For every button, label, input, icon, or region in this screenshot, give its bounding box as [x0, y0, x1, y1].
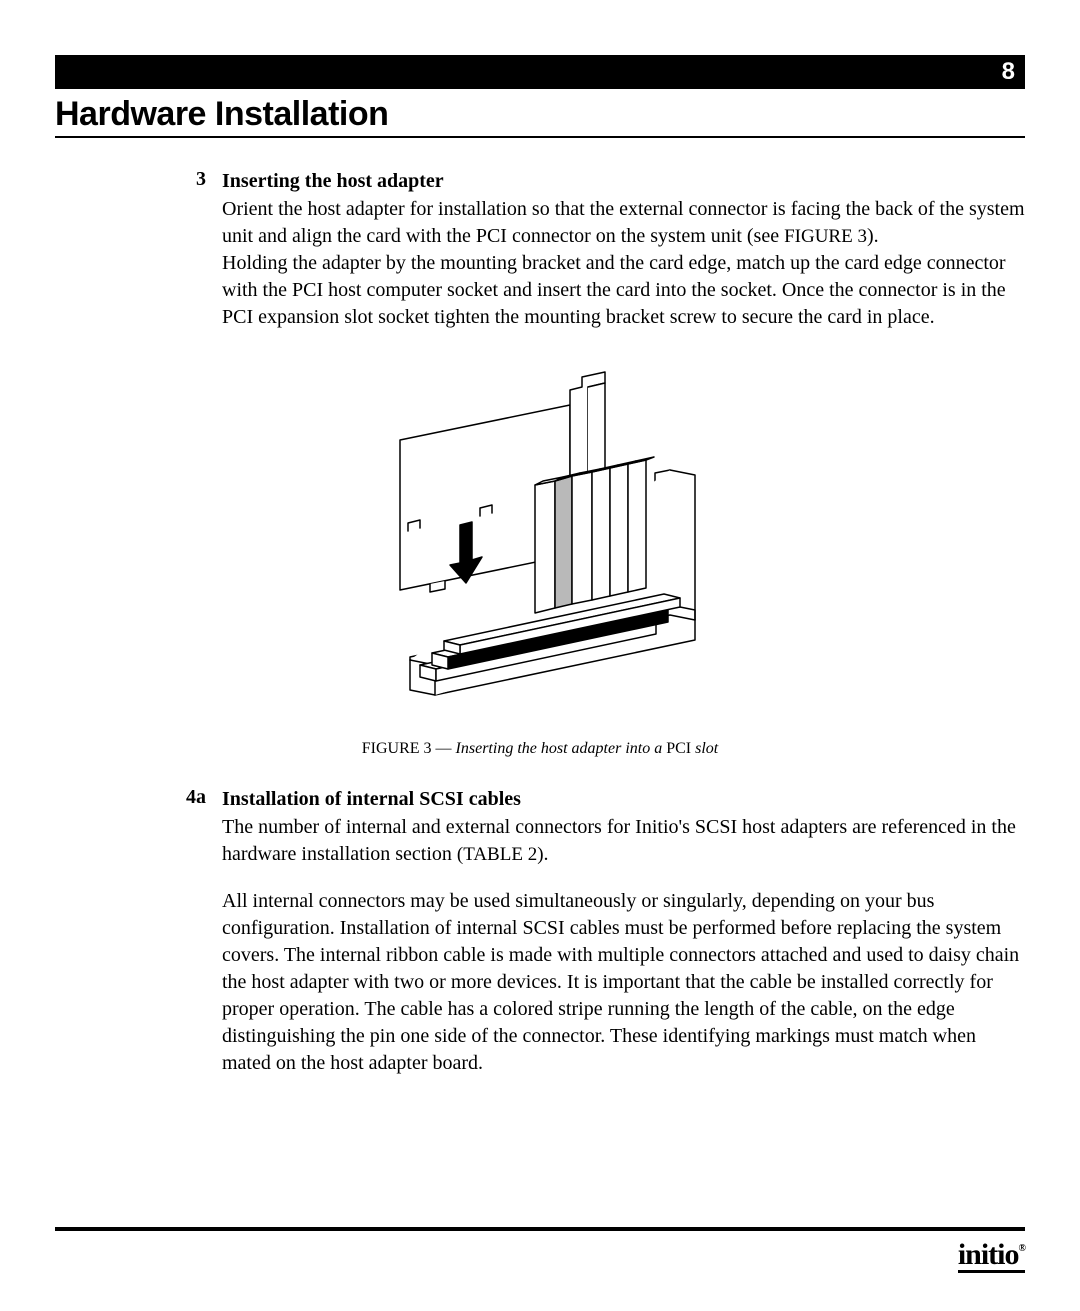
figure-title-b: slot [691, 740, 718, 757]
section-body-4a: Installation of internal SCSI cables The… [222, 786, 1025, 1077]
table-ref: (TABLE 2) [457, 844, 544, 865]
header-bar: 8 [55, 55, 1025, 89]
figure-3-diagram [360, 355, 720, 730]
figure-3: FIGURE 3 — Inserting the host adapter in… [55, 355, 1025, 758]
page-title: Hardware Installation [55, 95, 1025, 134]
text: ). [867, 225, 879, 247]
brand-text: initio [958, 1238, 1019, 1271]
footer-rule [55, 1227, 1025, 1231]
section-3: 3 Inserting the host adapter Orient the … [55, 168, 1025, 331]
section-heading-4a: Installation of internal SCSI cables [222, 786, 1025, 813]
registered-icon: ® [1019, 1243, 1025, 1254]
text: — [432, 740, 456, 757]
section-4a-p2: All internal connectors may be used simu… [222, 888, 1025, 1077]
section-number-3: 3 [55, 168, 222, 331]
figure-3-caption: FIGURE 3 — Inserting the host adapter in… [55, 740, 1025, 758]
section-4a: 4a Installation of internal SCSI cables … [55, 786, 1025, 1077]
spacer [222, 868, 1025, 888]
text: The number of internal and external conn… [222, 816, 1016, 865]
text: . [544, 843, 549, 865]
section-3-p2: Holding the adapter by the mounting brac… [222, 250, 1025, 331]
section-4a-p1: The number of internal and external conn… [222, 814, 1025, 868]
title-rule [55, 136, 1025, 138]
page-number: 8 [1002, 58, 1015, 86]
figure-title-a: Inserting the host adapter into a [456, 740, 667, 757]
section-body-3: Inserting the host adapter Orient the ho… [222, 168, 1025, 331]
text: Orient the host adapter for installation… [222, 198, 1025, 247]
figure-label: FIGURE 3 [362, 740, 432, 757]
section-heading-3: Inserting the host adapter [222, 168, 1025, 195]
section-number-4a: 4a [55, 786, 222, 1077]
section-3-p1: Orient the host adapter for installation… [222, 196, 1025, 250]
footer-brand: initio® [958, 1240, 1025, 1273]
figure-title-pci: PCI [666, 740, 691, 757]
figure-ref: FIGURE 3 [784, 226, 867, 247]
